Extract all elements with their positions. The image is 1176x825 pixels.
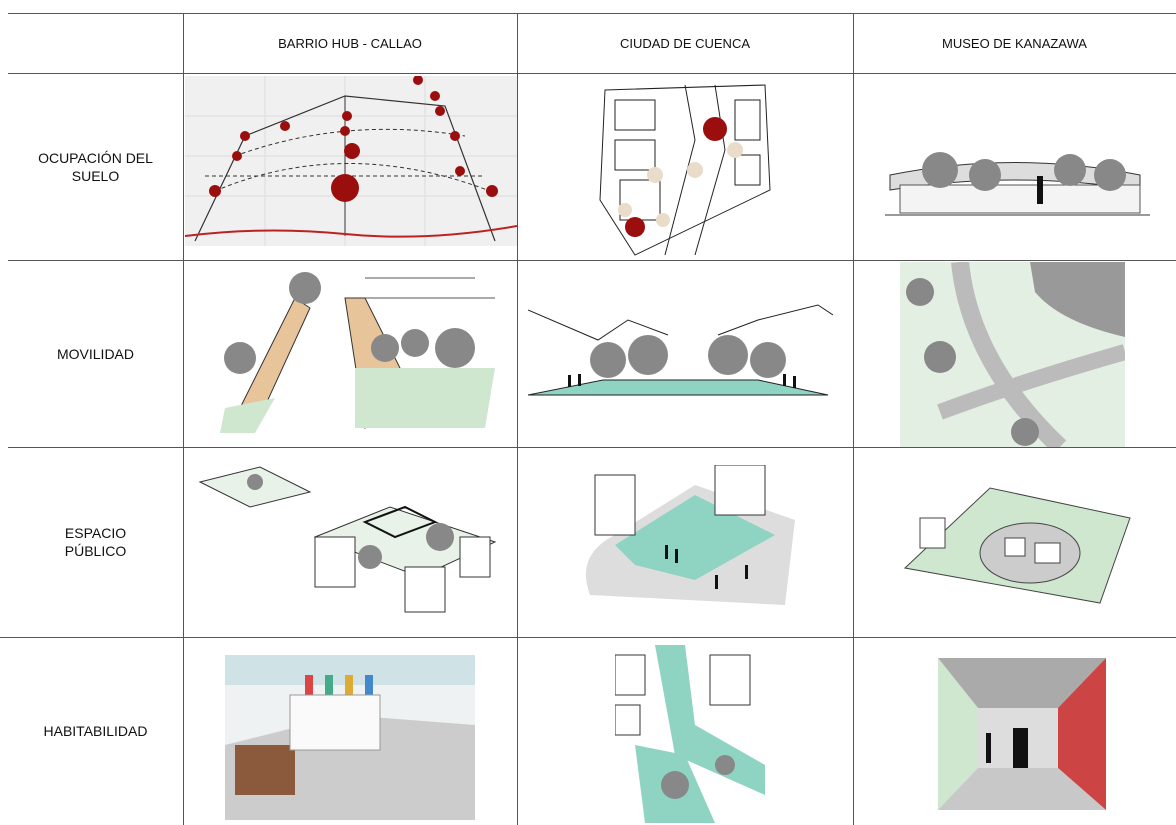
city-map — [599, 84, 771, 256]
row-label: ESPACIO PÚBLICO — [64, 525, 127, 559]
site-axonometric — [903, 487, 1131, 604]
row-cell: MOVILIDAD — [8, 260, 183, 447]
row-cell: HABITABILIDAD — [8, 637, 183, 825]
rule — [8, 447, 1176, 448]
museum-elevation — [885, 152, 1150, 216]
museum-interior — [938, 658, 1106, 810]
street-aerial — [615, 645, 765, 823]
column-header: BARRIO HUB - CALLAO — [278, 35, 422, 51]
mobility-axonometric — [220, 272, 495, 433]
rule — [183, 13, 184, 825]
column-header: MUSEO DE KANAZAWA — [942, 35, 1087, 51]
plaza-axonometric — [585, 465, 795, 605]
rule — [517, 13, 518, 825]
row-cell: ESPACIO PÚBLICO — [8, 447, 183, 637]
aerial-paths — [900, 262, 1125, 447]
row-label: HABITABILIDAD — [43, 723, 148, 739]
street-section — [528, 304, 833, 396]
row-label: OCUPACIÓN DEL SUELO — [38, 149, 153, 184]
column-header: CIUDAD DE CUENCA — [619, 35, 750, 51]
public-space-axonometric — [198, 466, 497, 613]
row-cell: OCUPACIÓN DEL SUELO — [8, 73, 183, 260]
rule — [853, 13, 854, 825]
land-use-map — [185, 76, 517, 246]
row-label: MOVILIDAD — [56, 345, 134, 362]
rule — [8, 260, 1176, 261]
rule — [8, 73, 1176, 74]
market-scene — [225, 655, 475, 820]
rule — [0, 637, 1176, 638]
rule — [8, 13, 1176, 14]
